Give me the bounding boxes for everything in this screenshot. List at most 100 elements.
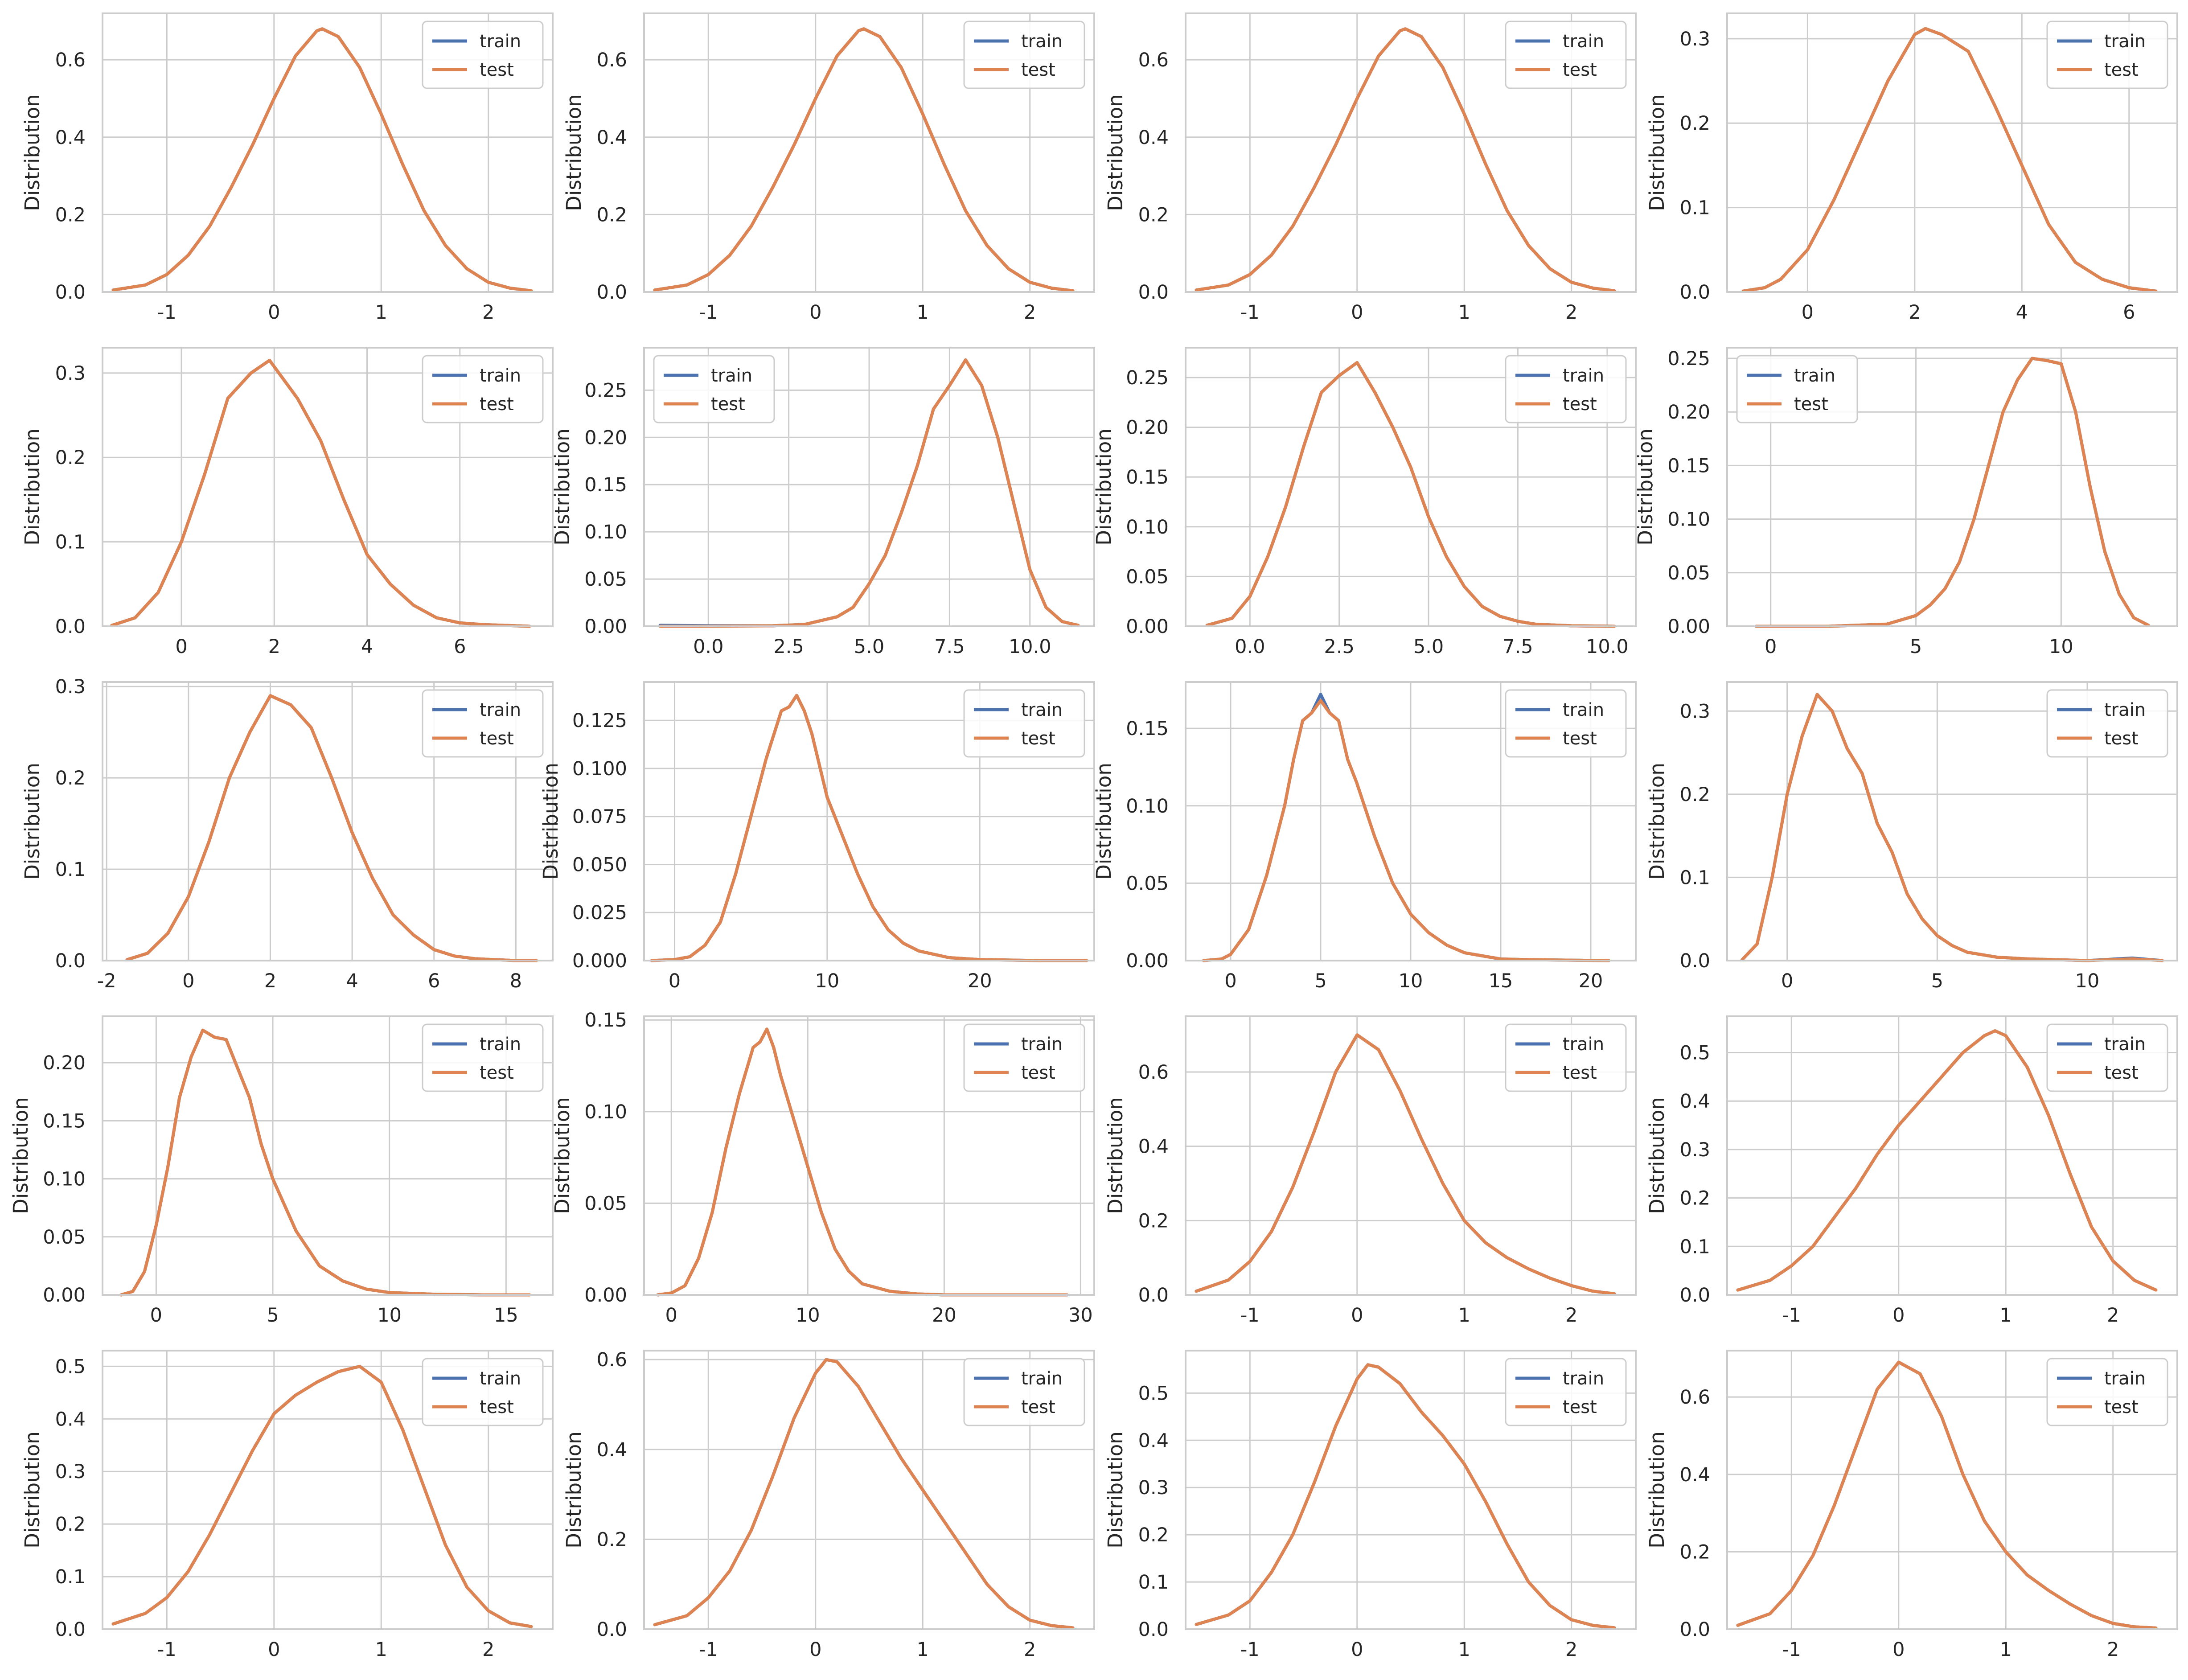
y-tick-label: 0.20 <box>1126 417 1169 439</box>
legend-label-test: test <box>1563 1397 1597 1417</box>
y-tick-label: 0.00 <box>1126 616 1169 638</box>
legend: train test <box>963 689 1085 758</box>
legend-label-train: train <box>2104 1368 2146 1389</box>
x-tick-label: 0 <box>1224 970 1236 992</box>
subplot-1-3: -1 0 1 2 0.0 0.2 0.4 0.6 Distribution train test <box>1104 12 1637 324</box>
y-tick-label: 0.05 <box>1667 562 1710 584</box>
x-tick-label: 1 <box>917 1639 929 1661</box>
y-tick-label: 0.0 <box>55 950 86 972</box>
axes-frame <box>1726 681 2178 961</box>
subplot-2-2: 0.0 2.5 5.0 7.5 10.0 0.00 0.05 0.10 0.15 0.20 0.25… <box>550 347 1095 658</box>
y-tick-label: 0.5 <box>1138 1382 1169 1405</box>
x-tick-label: 10.0 <box>1009 636 1051 658</box>
x-tick-label: 1 <box>375 301 387 324</box>
y-tick-label: 0.05 <box>1126 566 1169 588</box>
x-tick-label: 5 <box>1314 970 1326 992</box>
y-tick-label: 0.1 <box>1138 1571 1169 1594</box>
subplot-5-3: -1 0 1 2 0.0 0.1 0.2 0.3 0.4 0.5 Distribution train… <box>1104 1350 1637 1661</box>
axes-frame <box>1726 347 2178 627</box>
x-tick-label: 0 <box>268 301 280 324</box>
y-tick-label: 0.25 <box>584 379 627 402</box>
y-tick-label: 0.20 <box>584 427 627 449</box>
y-tick-label: 0.4 <box>1680 1090 1710 1113</box>
x-tick-label: 30 <box>1068 1304 1093 1327</box>
y-axis-label: Distribution <box>1092 763 1116 880</box>
series-line-test <box>656 1027 1069 1297</box>
x-tick-label: 2 <box>482 301 494 324</box>
legend-label-test: test <box>1563 728 1597 749</box>
y-tick-label: 0.1 <box>55 531 86 554</box>
x-tick-label: 2 <box>482 1639 494 1661</box>
subplot-5-4: -1 0 1 2 0.0 0.2 0.4 0.6 Distribution train test <box>1645 1350 2178 1661</box>
x-tick-label: 0 <box>150 1304 162 1327</box>
legend-label-train: train <box>480 31 521 52</box>
y-tick-label: 0.0 <box>1680 1618 1710 1641</box>
x-tick-label: 15 <box>1489 970 1513 992</box>
axes-frame <box>102 1350 554 1630</box>
y-tick-label: 0.10 <box>584 521 627 543</box>
legend-label-train: train <box>1794 366 1835 386</box>
y-tick-label: 0.0 <box>1680 1284 1710 1306</box>
y-tick-label: 0.10 <box>584 1101 627 1123</box>
legend-box <box>963 689 1085 758</box>
x-tick-label: 10 <box>2049 636 2073 658</box>
legend-label-test: test <box>2104 60 2139 80</box>
y-tick-label: 0.4 <box>55 127 86 149</box>
subplot-4-3: -1 0 1 2 0.0 0.2 0.4 0.6 Distribution train test <box>1104 1015 1637 1327</box>
series-line-test <box>111 1364 533 1628</box>
y-tick-label: 0.6 <box>1138 1061 1169 1084</box>
y-tick-label: 0.000 <box>572 950 627 972</box>
x-tick-label: 4 <box>346 970 358 992</box>
y-tick-label: 0.3 <box>55 676 86 698</box>
x-tick-label: 20 <box>932 1304 956 1327</box>
legend-label-train: train <box>2104 700 2146 720</box>
series-line-test <box>1754 357 2150 628</box>
y-axis-label: Distribution <box>550 428 574 546</box>
y-tick-label: 0.2 <box>1138 1524 1169 1546</box>
legend-box <box>2046 689 2168 758</box>
y-tick-label: 0.6 <box>1138 49 1169 71</box>
x-tick-label: 0 <box>1892 1304 1905 1327</box>
legend-label-train: train <box>2104 1034 2146 1055</box>
axes-frame <box>643 347 1095 627</box>
legend: train test <box>422 21 544 89</box>
legend-box <box>1505 1358 1627 1426</box>
series-line-test <box>1195 1363 1616 1630</box>
legend: train test <box>1505 689 1627 758</box>
subplot-2-1: 0 2 4 6 0.0 0.1 0.2 0.3 Distribution train test <box>21 347 554 658</box>
axes-frame <box>1726 1015 2178 1296</box>
x-tick-label: 1 <box>2000 1639 2012 1661</box>
x-tick-label: 4 <box>2016 301 2028 324</box>
series-line-test <box>125 694 538 962</box>
x-tick-label: 6 <box>2123 301 2135 324</box>
y-tick-label: 0.15 <box>584 474 627 496</box>
series-line-test <box>1741 27 2158 293</box>
x-tick-label: 0 <box>1351 1304 1363 1327</box>
y-axis-label: Distribution <box>21 1431 44 1549</box>
x-tick-label: 2.5 <box>1324 636 1354 658</box>
y-tick-label: 0.1 <box>1680 197 1710 219</box>
subplot-1-1: -1 0 1 2 0.0 0.2 0.4 0.6 Distribution train test <box>21 12 554 324</box>
y-tick-label: 0.2 <box>597 204 627 226</box>
x-tick-label: 4 <box>361 636 373 658</box>
y-tick-label: 0.05 <box>1126 872 1169 895</box>
x-tick-label: 2 <box>1909 301 1921 324</box>
y-tick-label: 0.0 <box>55 616 86 638</box>
y-axis-label: Distribution <box>1104 1097 1127 1214</box>
x-tick-label: 0 <box>268 1639 280 1661</box>
x-tick-label: -1 <box>1240 1639 1260 1661</box>
x-tick-label: -1 <box>699 301 718 324</box>
y-tick-label: 0.00 <box>43 1284 86 1306</box>
legend-label-train: train <box>1021 700 1063 720</box>
y-tick-label: 0.0 <box>1680 281 1710 304</box>
legend: train test <box>422 355 544 423</box>
subplot-2-3: 0.0 2.5 5.0 7.5 10.0 0.00 0.05 0.10 0.15 0.20 0.25… <box>1092 347 1637 658</box>
x-tick-label: 0.0 <box>693 636 723 658</box>
y-axis-label: Distribution <box>1104 1431 1127 1549</box>
y-tick-label: 0.25 <box>1126 367 1169 389</box>
subplot-3-3: 0 5 10 15 20 0.00 0.05 0.10 0.15 Distribution trai… <box>1092 681 1637 992</box>
y-tick-label: 0.1 <box>1680 867 1710 889</box>
y-tick-label: 0.00 <box>584 1284 627 1306</box>
legend-label-train: train <box>1563 31 1604 52</box>
series-line-test <box>1195 27 1616 292</box>
